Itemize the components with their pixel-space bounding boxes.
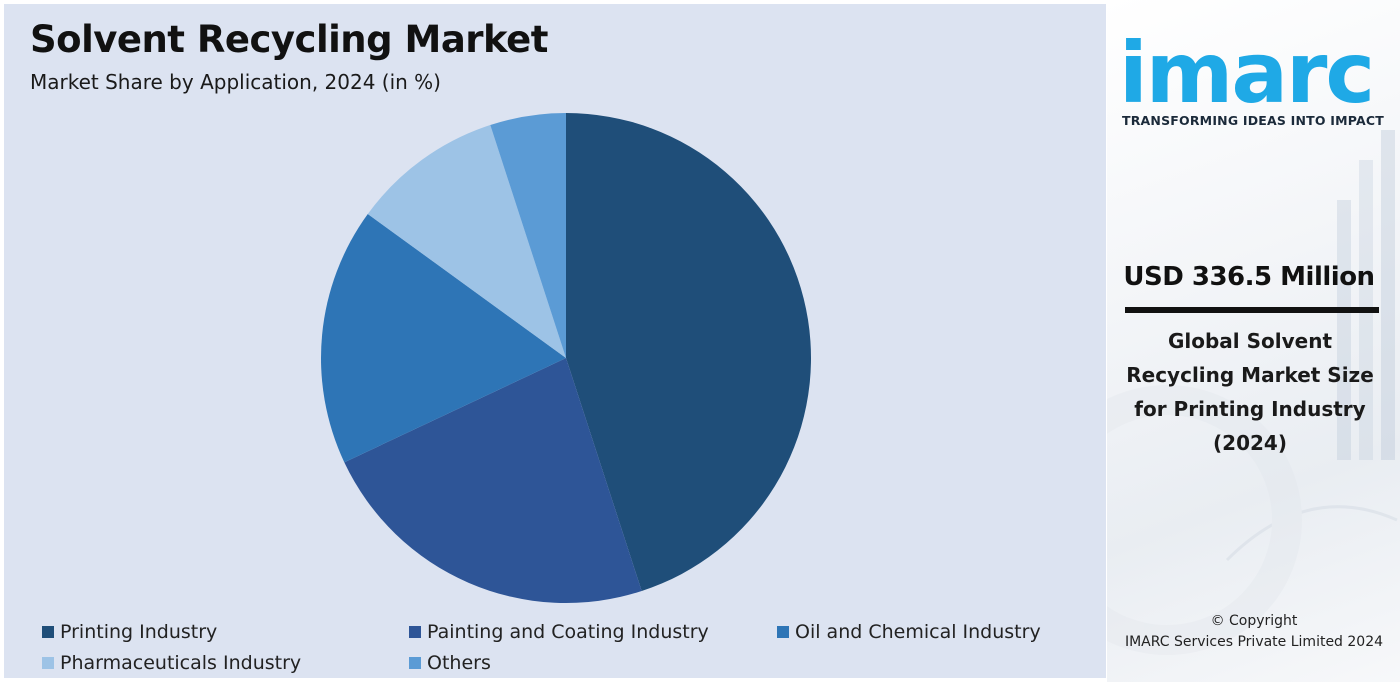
headline-divider [1125, 307, 1379, 313]
chart-panel: Solvent Recycling Market Market Share by… [4, 4, 1106, 678]
logo-tagline: TRANSFORMING IDEAS INTO IMPACT [1122, 113, 1384, 128]
legend-item: Pharmaceuticals Industry [42, 652, 301, 674]
legend-item: Oil and Chemical Industry [777, 621, 1041, 643]
imarc-logo-mark: imarc [1119, 24, 1375, 110]
description-line: Recycling Market Size [1126, 363, 1374, 387]
pie-slice-oil-and-chemical-industry [321, 213, 566, 463]
legend-swatch [409, 657, 421, 669]
legend-label: Others [427, 652, 491, 674]
legend-label: Pharmaceuticals Industry [60, 652, 302, 674]
market-size-value: USD 336.5 Million [1123, 262, 1375, 292]
chart-title: Solvent Recycling Market [30, 18, 548, 61]
imarc-logo: imarc [1119, 14, 1389, 110]
pie-slice-pharmaceuticals-industry [367, 124, 566, 358]
sidebar: imarc TRANSFORMING IDEAS INTO IMPACT USD… [1107, 0, 1400, 682]
legend-label: Oil and Chemical Industry [795, 621, 1041, 643]
logo-wordmark: imarc [1119, 24, 1373, 110]
legend-swatch [42, 626, 54, 638]
description-line: Global Solvent [1167, 329, 1333, 353]
legend-item: Others [409, 652, 491, 674]
legend-swatch [777, 626, 789, 638]
chart-subtitle: Market Share by Application, 2024 (in %) [30, 70, 441, 94]
legend-label: Painting and Coating Industry [427, 621, 709, 643]
pie-slice-printing-industry [566, 113, 811, 592]
copyright-label: © Copyright [1210, 613, 1298, 629]
copyright-text: IMARC Services Private Limited 2024 [1124, 634, 1384, 650]
legend-label: Printing Industry [60, 621, 218, 643]
pie-slice-painting-and-coating-industry [344, 358, 642, 603]
legend-item: Printing Industry [42, 621, 217, 643]
description-line: (2024) [1213, 431, 1287, 455]
pie-chart [321, 113, 811, 603]
pie-slice-others [490, 113, 566, 358]
legend-swatch [409, 626, 421, 638]
legend-item: Painting and Coating Industry [409, 621, 709, 643]
market-size-description: Global Solvent Recycling Market Size for… [1115, 324, 1385, 460]
legend-swatch [42, 657, 54, 669]
description-line: for Printing Industry [1134, 397, 1366, 421]
background-chart-decoration [1107, 130, 1398, 655]
